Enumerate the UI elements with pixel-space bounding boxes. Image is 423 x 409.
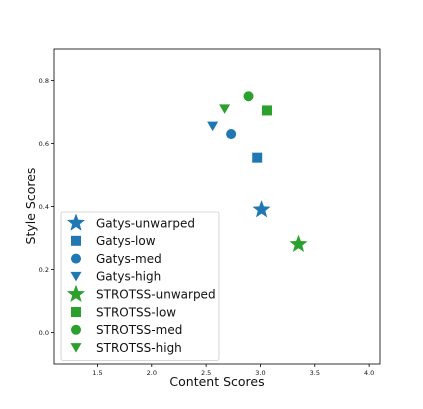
legend-label-strotss-high: STROTSS-high — [96, 341, 182, 355]
legend-marker-gatys-med — [71, 253, 81, 264]
point-strotss-unwarped — [289, 234, 308, 252]
point-gatys-unwarped — [252, 200, 271, 218]
legend: Gatys-unwarped Gatys-low Gatys-med Gatys-hi… — [60, 211, 220, 361]
y-tick-label: 0.2 — [39, 266, 49, 274]
x-axis-label: Content Scores — [169, 374, 264, 389]
axis-ticks: 1.5 2.0 2.5 3.0 3.5 4.0 0.0 0.2 0.4 0.6 0.8 — [39, 77, 375, 377]
y-tick-label: 0.6 — [39, 140, 49, 148]
legend-label-gatys-low: Gatys-low — [96, 234, 156, 248]
y-axis-label: Style Scores — [23, 168, 38, 245]
y-tick-label: 0.8 — [39, 77, 49, 85]
point-gatys-high — [207, 121, 219, 132]
legend-label-gatys-high: Gatys-high — [96, 270, 161, 284]
legend-label-gatys-unwarped: Gatys-unwarped — [96, 216, 195, 230]
point-gatys-low — [252, 152, 263, 163]
y-tick-label: 0.4 — [39, 203, 49, 211]
x-tick-label: 1.5 — [92, 369, 102, 377]
point-gatys-med — [226, 129, 237, 140]
legend-label-strotss-med: STROTSS-med — [96, 323, 182, 337]
legend-label-gatys-med: Gatys-med — [96, 252, 162, 266]
y-tick-label: 0.0 — [39, 329, 49, 337]
legend-marker-strotss-low — [71, 307, 81, 317]
legend-marker-gatys-high — [70, 271, 82, 282]
legend-marker-strotss-unwarped — [66, 284, 86, 302]
legend-marker-strotss-high — [70, 343, 82, 353]
x-tick-label: 3.5 — [310, 369, 320, 377]
plot-frame — [53, 48, 381, 365]
legend-marker-gatys-unwarped — [66, 213, 86, 231]
x-tick-label: 2.5 — [201, 369, 211, 377]
legend-label-strotss-low: STROTSS-low — [96, 305, 176, 319]
legend-label-strotss-unwarped: STROTSS-unwarped — [96, 288, 216, 302]
x-tick-label: 2.0 — [147, 369, 157, 377]
point-strotss-high — [219, 104, 231, 114]
x-tick-label: 4.0 — [364, 369, 374, 377]
point-strotss-low — [261, 105, 272, 116]
point-strotss-med — [243, 91, 254, 102]
legend-box — [60, 211, 220, 361]
legend-marker-strotss-med — [71, 324, 81, 335]
x-tick-label: 3.0 — [255, 369, 265, 377]
legend-marker-gatys-low — [71, 235, 81, 246]
data-points — [207, 91, 308, 252]
